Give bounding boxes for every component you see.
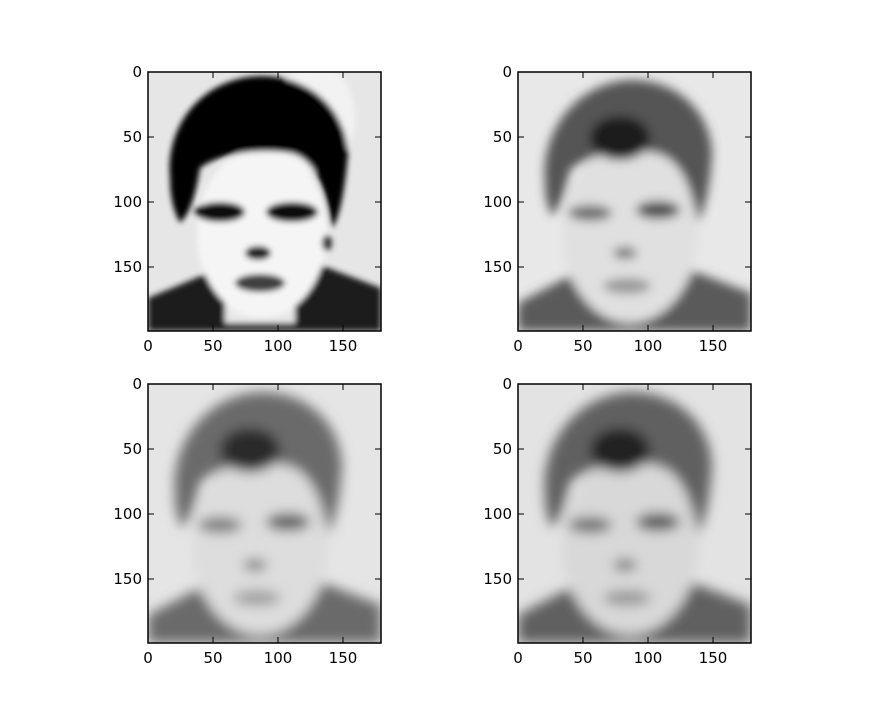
- y-tick-label: 150: [113, 258, 142, 276]
- face-image: [518, 384, 751, 643]
- y-tick-label: 100: [483, 505, 512, 523]
- y-tick-label: 0: [502, 63, 512, 81]
- x-tick-label: 50: [573, 337, 592, 355]
- y-tick-label: 150: [113, 570, 142, 588]
- y-tick-label: 150: [483, 258, 512, 276]
- x-tick-label: 50: [573, 649, 592, 667]
- x-tick-label: 100: [634, 649, 663, 667]
- x-tick-label: 0: [513, 337, 523, 355]
- x-tick-label: 150: [329, 337, 358, 355]
- face-panel-1: 0 50 100 150 0 50 100 150: [113, 63, 382, 355]
- y-tick-label: 0: [132, 63, 142, 81]
- x-tick-label: 100: [264, 649, 293, 667]
- y-tick-label: 100: [113, 193, 142, 211]
- y-tick-label: 100: [483, 193, 512, 211]
- face-panel-4: 0 50 100 150 0 50 100 150: [483, 375, 752, 667]
- x-tick-label: 50: [203, 649, 222, 667]
- face-image: [148, 384, 381, 643]
- ticks: [517, 71, 751, 331]
- y-tick-label: 0: [502, 375, 512, 393]
- y-tick-label: 150: [483, 570, 512, 588]
- x-tick-label: 0: [143, 649, 153, 667]
- x-tick-label: 0: [143, 337, 153, 355]
- face-panel-2: 0 50 100 150 0 50 100 150: [483, 63, 752, 355]
- x-tick-label: 50: [203, 337, 222, 355]
- face-image: [518, 72, 751, 331]
- y-tick-label: 50: [493, 128, 512, 146]
- x-tick-label: 100: [634, 337, 663, 355]
- face-panel-3: 0 50 100 150 0 50 100 150: [113, 375, 382, 667]
- x-tick-label: 150: [699, 649, 728, 667]
- y-tick-label: 50: [123, 128, 142, 146]
- y-tick-label: 100: [113, 505, 142, 523]
- ticks: [517, 383, 751, 643]
- x-tick-label: 0: [513, 649, 523, 667]
- x-tick-label: 150: [699, 337, 728, 355]
- y-tick-label: 0: [132, 375, 142, 393]
- x-tick-label: 150: [329, 649, 358, 667]
- ticks: [147, 71, 381, 331]
- y-tick-label: 50: [123, 440, 142, 458]
- face-image: [148, 72, 381, 331]
- x-tick-label: 100: [264, 337, 293, 355]
- y-tick-label: 50: [493, 440, 512, 458]
- ticks: [147, 383, 381, 643]
